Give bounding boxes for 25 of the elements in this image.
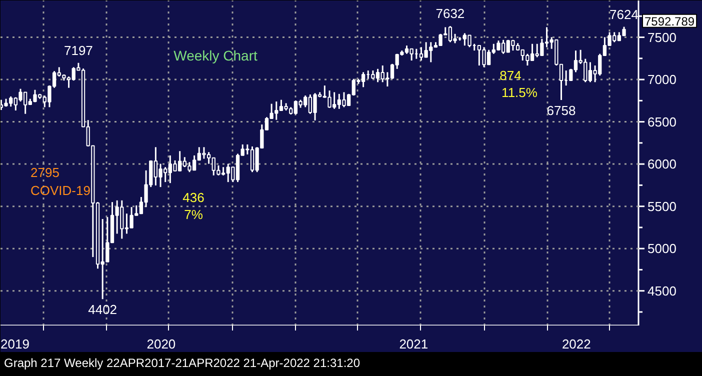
y-tick-label: 7000	[648, 72, 676, 88]
y-tick-label: 6000	[648, 156, 676, 172]
annotation: 7592.789	[644, 14, 695, 28]
y-tick-label: 5000	[648, 241, 676, 256]
annotation: 7632	[436, 6, 465, 22]
annotation: 11.5%	[502, 85, 538, 100]
annotation: 7%	[184, 207, 204, 222]
y-tick-label: 7500	[648, 30, 676, 45]
y-tick-label: 5500	[648, 198, 676, 214]
x-tick-label: 2022	[562, 336, 591, 352]
x-tick-label: 2021	[399, 336, 428, 352]
annotation: 4402	[88, 302, 118, 318]
annotation: 6758	[546, 102, 576, 118]
annotation: 436	[182, 190, 204, 205]
y-tick-label: 4500	[648, 283, 676, 298]
text: Weekly Chart	[174, 48, 258, 64]
annotation: 874	[500, 68, 522, 83]
annotation: 2795	[30, 165, 60, 180]
x-tick-label: 2019	[0, 336, 30, 352]
caption: Graph 217 Weekly 22APR2017-21APR2022 21-Apr-2022 21:31:20	[4, 355, 360, 372]
y-tick-label: 6500	[648, 114, 676, 130]
annotation: 7624	[610, 6, 638, 22]
annotation: COVID-19	[30, 183, 90, 198]
annotation: 7197	[64, 42, 93, 58]
x-tick-label: 2020	[146, 336, 176, 352]
